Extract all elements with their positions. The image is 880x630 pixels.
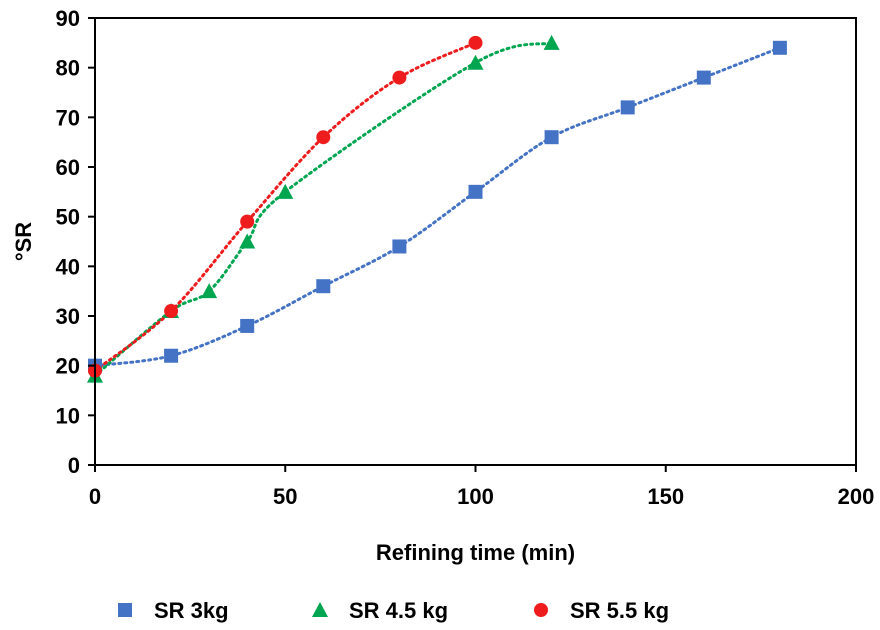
- y-tick-label: 20: [56, 354, 80, 379]
- data-point-series-1: [772, 40, 787, 55]
- legend-marker-series-3: [534, 603, 548, 617]
- data-point-series-1: [316, 279, 331, 294]
- data-point-series-3: [392, 70, 407, 85]
- data-point-series-3: [240, 214, 255, 229]
- data-point-series-1: [240, 318, 255, 333]
- trendline-layer: [93, 41, 782, 378]
- data-point-series-2: [543, 34, 560, 50]
- data-point-series-1: [544, 130, 559, 145]
- x-tick-label: 0: [89, 484, 101, 509]
- data-point-series-2: [239, 233, 256, 249]
- data-point-series-1: [164, 348, 179, 363]
- y-tick-label: 60: [56, 155, 80, 180]
- tick-layer: 0 50 100 150 200 0 10 20 30 40 50 60 70 80 90: [56, 6, 875, 509]
- legend-label-series-2: SR 4.5 kg: [349, 598, 448, 623]
- y-tick-label: 90: [56, 6, 80, 31]
- y-tick-label: 50: [56, 205, 80, 230]
- y-tick-label: 30: [56, 304, 80, 329]
- data-point-series-1: [620, 100, 635, 115]
- data-point-series-3: [316, 130, 331, 145]
- y-tick-label: 40: [56, 254, 80, 279]
- data-point-series-1: [696, 70, 711, 85]
- data-point-series-3: [468, 35, 483, 50]
- data-point-series-1: [392, 239, 407, 254]
- trendline-series-3: [93, 41, 477, 373]
- data-point-series-2: [201, 283, 218, 299]
- y-tick-label: 70: [56, 105, 80, 130]
- data-point-series-1: [468, 184, 483, 199]
- y-tick-label: 10: [56, 403, 80, 428]
- legend: SR 3kg SR 4.5 kg SR 5.5 kg: [118, 598, 669, 623]
- legend-label-series-3: SR 5.5 kg: [570, 598, 669, 623]
- x-tick-label: 50: [273, 484, 297, 509]
- y-axis-title: °SR: [11, 222, 36, 261]
- x-tick-label: 100: [457, 484, 494, 509]
- x-tick-label: 200: [838, 484, 875, 509]
- plot-area-frame: [94, 17, 857, 466]
- x-tick-label: 150: [647, 484, 684, 509]
- legend-marker-series-2: [312, 602, 328, 617]
- marker-layer: [87, 34, 787, 383]
- data-point-series-2: [277, 183, 294, 199]
- data-point-series-2: [467, 54, 484, 70]
- y-tick-label: 0: [68, 453, 80, 478]
- trendline-series-2: [93, 41, 554, 378]
- x-axis-title: Refining time (min): [376, 540, 575, 565]
- legend-label-series-1: SR 3kg: [154, 598, 229, 623]
- data-point-series-3: [164, 304, 179, 319]
- y-tick-label: 80: [56, 56, 80, 81]
- legend-marker-series-1: [118, 603, 132, 617]
- trendline-series-1: [93, 46, 782, 368]
